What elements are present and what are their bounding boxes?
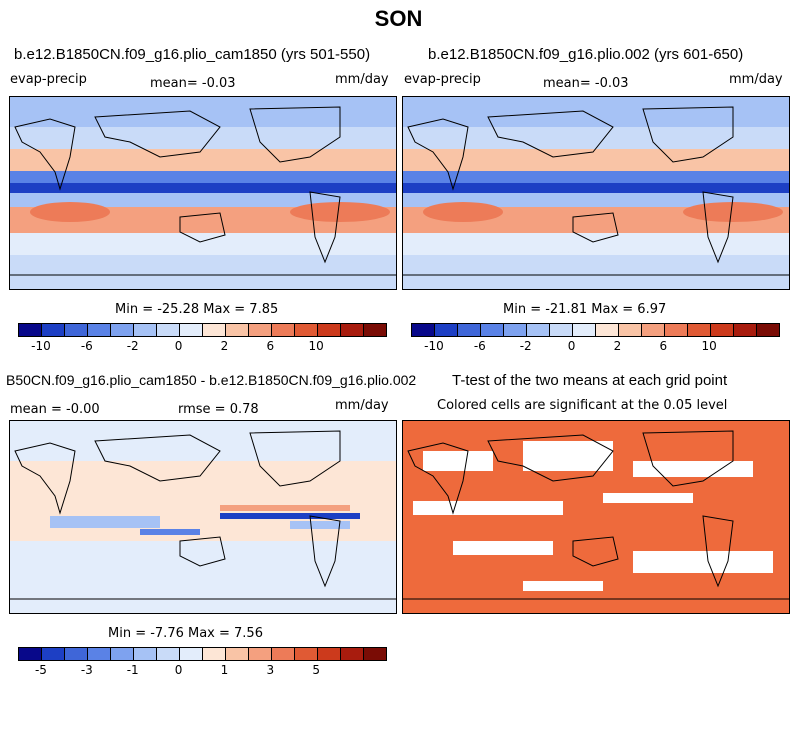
colorbar-tick-label: -6 [473,339,486,353]
colorbar-swatch [711,324,734,336]
panel4-map [402,420,790,614]
colorbar-swatch [573,324,596,336]
colorbar-tick-label: -5 [34,663,47,677]
panel3-mean-label: mean = -0.00 [10,402,100,417]
colorbar-tick-label: 6 [659,339,668,353]
panel2-variable-label: evap-precip [404,72,481,87]
colorbar-swatch [364,648,386,660]
colorbar-swatch [42,648,65,660]
colorbar-tick-label: -6 [80,339,93,353]
colorbar-swatch [88,324,111,336]
colorbar-swatch [134,648,157,660]
panel1-title: b.e12.B1850CN.f09_g16.plio_cam1850 (yrs … [14,46,371,63]
colorbar-tick-label: 2 [613,339,622,353]
panel2-mean-label: mean= -0.03 [543,76,629,91]
colorbar-tick-label: 0 [567,339,576,353]
colorbar-swatch [481,324,504,336]
colorbar-tick-label: -10 [31,339,51,353]
colorbar-swatch [249,648,272,660]
colorbar-swatch [734,324,757,336]
colorbar-swatch [65,324,88,336]
colorbar-swatch [111,324,134,336]
colorbar-swatch [318,324,341,336]
colorbar-swatch [435,324,458,336]
figure-title: SON [374,6,423,31]
colorbar-swatch [341,648,364,660]
panel1-variable-label: evap-precip [10,72,87,87]
colorbar-tick-label: 1 [220,663,229,677]
panel4-title: T-test of the two means at each grid poi… [452,372,728,389]
colorbar-tick-label: 2 [220,339,229,353]
colorbar-swatch [272,324,295,336]
panel2-map [402,96,790,290]
colorbar-swatch [665,324,688,336]
panel1-map [9,96,397,290]
colorbar-swatch [364,324,386,336]
colorbar-tick-label: -1 [126,663,139,677]
colorbar-tick-label: 10 [308,339,324,353]
colorbar-tick-label: 3 [266,663,275,677]
colorbar-main-left [18,323,387,337]
colorbar-swatch [134,324,157,336]
panel1-mean-label: mean= -0.03 [150,76,236,91]
colorbar-swatch [157,324,180,336]
colorbar-tick-label: 10 [701,339,717,353]
colorbar-swatch [203,324,226,336]
panel4-sub-label: Colored cells are significant at the 0.0… [437,398,728,413]
colorbar-swatch [412,324,435,336]
colorbar-tick-label: -2 [519,339,532,353]
colorbar-tick-label: 6 [266,339,275,353]
colorbar-tick-label: 0 [174,663,183,677]
colorbar-swatch [596,324,619,336]
panel3-rmse-label: rmse = 0.78 [178,402,259,417]
colorbar-swatch [504,324,527,336]
colorbar-swatch [157,648,180,660]
colorbar-swatch [458,324,481,336]
colorbar-swatch [226,324,249,336]
colorbar-main-right [411,323,780,337]
colorbar-swatch [318,648,341,660]
panel1-units-label: mm/day [335,72,389,87]
colorbar-swatch [642,324,665,336]
colorbar-swatch [272,648,295,660]
colorbar-swatch [757,324,779,336]
colorbar-swatch [65,648,88,660]
panel2-minmax: Min = -21.81 Max = 6.97 [503,302,667,317]
panel1-minmax: Min = -25.28 Max = 7.85 [115,302,279,317]
colorbar-swatch [619,324,642,336]
panel2-units-label: mm/day [729,72,783,87]
colorbar-swatch [226,648,249,660]
colorbar-diff [18,647,387,661]
colorbar-tick-label: 5 [312,663,321,677]
panel3-map [9,420,397,614]
colorbar-swatch [295,648,318,660]
colorbar-tick-label: -10 [424,339,444,353]
colorbar-swatch [295,324,318,336]
colorbar-swatch [111,648,134,660]
colorbar-swatch [88,648,111,660]
colorbar-swatch [19,324,42,336]
colorbar-swatch [688,324,711,336]
colorbar-tick-label: 0 [174,339,183,353]
colorbar-swatch [180,324,203,336]
colorbar-swatch [203,648,226,660]
colorbar-swatch [550,324,573,336]
colorbar-swatch [19,648,42,660]
panel3-minmax: Min = -7.76 Max = 7.56 [108,626,263,641]
colorbar-swatch [42,324,65,336]
panel2-title: b.e12.B1850CN.f09_g16.plio.002 (yrs 601-… [428,46,744,63]
colorbar-swatch [180,648,203,660]
colorbar-swatch [249,324,272,336]
panel3-units-label: mm/day [335,398,389,413]
colorbar-tick-label: -2 [126,339,139,353]
panel3-title: B50CN.f09_g16.plio_cam1850 - b.e12.B1850… [6,372,417,388]
colorbar-swatch [341,324,364,336]
colorbar-tick-label: -3 [80,663,93,677]
colorbar-swatch [527,324,550,336]
